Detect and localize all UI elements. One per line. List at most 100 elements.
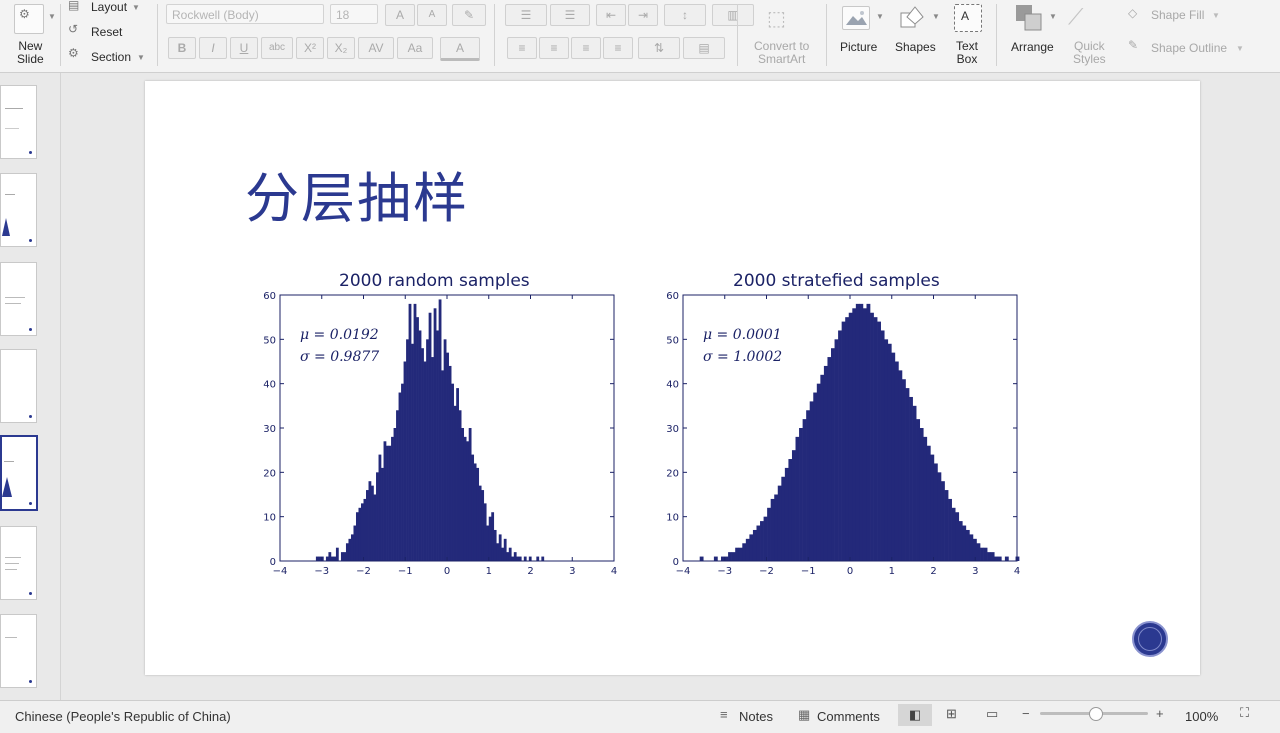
left-hist-bar — [496, 543, 500, 561]
shape-outline-button[interactable]: Shape Outline — [1151, 41, 1228, 55]
slide-thumbnail[interactable] — [0, 526, 37, 600]
align-left-icon[interactable]: ≡ — [507, 37, 537, 59]
font-size-field[interactable]: 18 — [330, 4, 378, 24]
arrange-icon[interactable] — [1015, 4, 1045, 34]
picture-icon[interactable] — [842, 6, 870, 30]
left-x-tick-label: −2 — [356, 566, 371, 577]
shapes-button[interactable]: Shapes — [895, 40, 936, 54]
font-color-button[interactable]: A — [440, 37, 480, 61]
slide-thumbnail[interactable] — [0, 85, 37, 159]
arrange-button[interactable]: Arrange — [1011, 40, 1054, 54]
chevron-down-icon: ▼ — [876, 12, 884, 21]
right-hist-bar — [976, 543, 981, 561]
left-sigma: σ = 0.9877 — [300, 349, 380, 365]
text-box-icon[interactable]: A — [954, 4, 982, 32]
slide-nav-button[interactable] — [1132, 621, 1168, 657]
right-hist-bar — [866, 303, 871, 561]
new-slide-label[interactable]: New Slide — [17, 39, 44, 66]
line-spacing-icon[interactable]: ↕ — [664, 4, 706, 26]
slide-sorter-icon[interactable]: ⊞ — [946, 706, 957, 721]
slide-thumbnail[interactable] — [0, 262, 37, 336]
bold-button[interactable]: B — [168, 37, 196, 59]
text-direction-icon[interactable]: ⇅ — [638, 37, 680, 59]
zoom-slider-thumb[interactable] — [1089, 707, 1103, 721]
zoom-level[interactable]: 100% — [1185, 709, 1219, 724]
right-hist-bar — [887, 343, 892, 561]
left-hist-bar — [478, 485, 482, 561]
right-y-tick-label: 30 — [666, 424, 679, 435]
right-hist-bar — [774, 494, 779, 561]
shrink-font-button[interactable]: A — [417, 4, 447, 26]
text-box-button[interactable]: Text Box — [956, 39, 979, 66]
left-hist-bar — [438, 299, 442, 561]
increase-indent-icon[interactable]: ⇥ — [628, 4, 658, 26]
layout-button[interactable]: Layout — [91, 0, 128, 14]
numbering-icon[interactable]: ☰ — [550, 4, 590, 26]
chevron-down-icon[interactable]: ▼ — [48, 12, 56, 21]
right-x-tick-label: −3 — [717, 566, 732, 577]
left-y-tick-label: 0 — [270, 557, 276, 568]
right-y-tick-label: 50 — [666, 335, 679, 346]
right-hist-bar — [831, 348, 835, 561]
notes-button[interactable]: Notes — [739, 709, 773, 724]
comments-button[interactable]: Comments — [817, 709, 880, 724]
reset-button[interactable]: Reset — [91, 25, 123, 39]
align-text-icon[interactable]: ▤ — [683, 37, 725, 59]
superscript-button[interactable]: X² — [296, 37, 324, 59]
zoom-out-icon[interactable]: − — [1022, 706, 1030, 721]
slide-thumbnail[interactable] — [0, 349, 37, 423]
justify-icon[interactable]: ≡ — [603, 37, 633, 59]
slide-canvas[interactable]: 分层抽样 2000 random samples 2000 stratefied… — [145, 81, 1200, 675]
right-hist-bar — [870, 312, 874, 561]
divider — [737, 4, 738, 66]
right-hist-bar — [784, 467, 789, 561]
decrease-indent-icon[interactable]: ⇤ — [596, 4, 626, 26]
right-hist-bar — [731, 552, 736, 561]
shape-fill-button[interactable]: Shape Fill — [1151, 8, 1205, 22]
slide-thumbnail[interactable] — [0, 173, 37, 247]
right-hist-bar — [919, 428, 924, 561]
change-case-button[interactable]: Aa — [397, 37, 433, 59]
status-bar: Chinese (People's Republic of China) ≡ N… — [0, 700, 1280, 733]
subscript-button[interactable]: X₂ — [327, 37, 355, 59]
section-button[interactable]: Section — [91, 50, 132, 64]
right-hist-bar — [901, 379, 906, 561]
picture-button[interactable]: Picture — [840, 40, 878, 54]
quick-styles-button[interactable]: Quick Styles — [1073, 39, 1106, 66]
convert-smartart-button[interactable]: Convert to SmartArt — [754, 39, 810, 66]
italic-button[interactable]: I — [199, 37, 227, 59]
align-right-icon[interactable]: ≡ — [571, 37, 601, 59]
right-hist-bar — [909, 396, 913, 561]
strikethrough-button[interactable]: abc — [261, 37, 293, 59]
quick-styles-icon[interactable]: ⟋ — [1068, 4, 1084, 29]
new-slide-button[interactable]: ⚙ — [14, 4, 44, 34]
right-hist-bar — [827, 357, 832, 561]
clear-format-icon[interactable]: ✎ — [452, 4, 486, 26]
grow-font-button[interactable]: A — [385, 4, 415, 26]
zoom-in-icon[interactable]: + — [1156, 706, 1164, 721]
reading-view-icon[interactable]: ▭ — [986, 706, 999, 721]
columns-icon[interactable]: ▥ — [712, 4, 754, 26]
font-name-field[interactable]: Rockwell (Body) — [166, 4, 324, 24]
language-indicator[interactable]: Chinese (People's Republic of China) — [15, 709, 231, 724]
left-hist-bar — [486, 525, 490, 561]
right-hist-bar — [720, 556, 725, 561]
zoom-slider[interactable] — [1040, 707, 1148, 721]
underline-button[interactable]: U — [230, 37, 258, 59]
left-hist-bar — [325, 556, 329, 561]
slide-thumbnail[interactable] — [0, 614, 37, 688]
slide-title[interactable]: 分层抽样 — [245, 167, 469, 230]
bullets-icon[interactable]: ☰ — [505, 4, 547, 26]
right-hist-bar — [965, 529, 970, 561]
right-hist-bar — [891, 352, 896, 561]
fit-to-window-icon[interactable]: ⛶ — [1240, 705, 1250, 720]
align-center-icon[interactable]: ≡ — [539, 37, 569, 59]
normal-view-icon[interactable]: ◧ — [898, 704, 932, 726]
shapes-icon[interactable] — [898, 4, 926, 32]
left-mu: μ = 0.0192 — [300, 327, 379, 343]
character-spacing-button[interactable]: AV — [358, 37, 394, 59]
slide-thumbnails-pane[interactable] — [0, 73, 61, 700]
slide-thumbnail-selected[interactable] — [0, 435, 38, 511]
